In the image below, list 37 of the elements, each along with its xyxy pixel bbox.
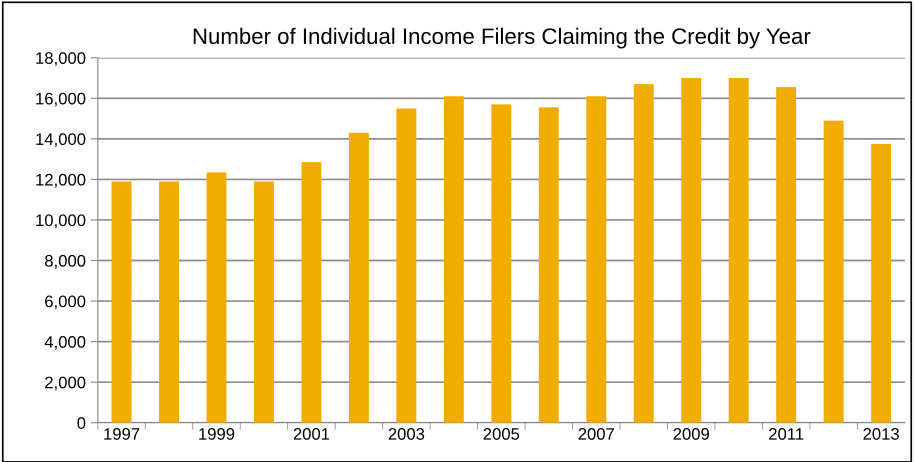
bar: [538, 107, 559, 423]
x-tick-label: 2005: [484, 428, 520, 440]
chart-title: Number of Individual Income Filers Claiming the Credit by Year: [194, 28, 810, 48]
x-tick-label: 2003: [388, 428, 424, 440]
bar: [301, 162, 322, 423]
y-tick-label: 8,000: [45, 254, 86, 269]
bar: [728, 78, 749, 423]
bar: [444, 96, 464, 423]
bar: [586, 96, 606, 423]
y-tick-label: 14,000: [36, 133, 86, 148]
x-tick-label: 2011: [769, 428, 804, 440]
bar: [348, 132, 369, 423]
x-tick-label: 2001: [294, 428, 330, 440]
bar: [776, 87, 796, 423]
y-tick-label: 16,000: [36, 92, 86, 106]
y-tick-label: 0: [77, 417, 86, 429]
y-tick-label: 4,000: [44, 336, 86, 350]
y-tick-label: 18,000: [36, 52, 86, 66]
bar: [681, 78, 702, 423]
bar: [634, 84, 654, 423]
y-tick-label: 6,000: [45, 295, 86, 310]
bar: [159, 181, 179, 423]
y-tick-label: 12,000: [36, 174, 86, 188]
y-tick-label: 2,000: [45, 376, 86, 390]
bar: [871, 144, 892, 423]
bar: [824, 120, 844, 423]
x-tick-label: 1997: [104, 428, 140, 440]
bar: [396, 108, 416, 423]
bar: [206, 172, 226, 423]
bar: [254, 181, 274, 423]
x-tick-label: 2009: [674, 428, 709, 440]
y-tick-label: 10,000: [36, 214, 86, 228]
bar: [112, 181, 132, 423]
bar: [491, 104, 512, 423]
x-tick-label: 2007: [578, 428, 614, 440]
x-tick-label: 2013: [863, 428, 899, 440]
x-tick-label: 1999: [199, 428, 234, 440]
